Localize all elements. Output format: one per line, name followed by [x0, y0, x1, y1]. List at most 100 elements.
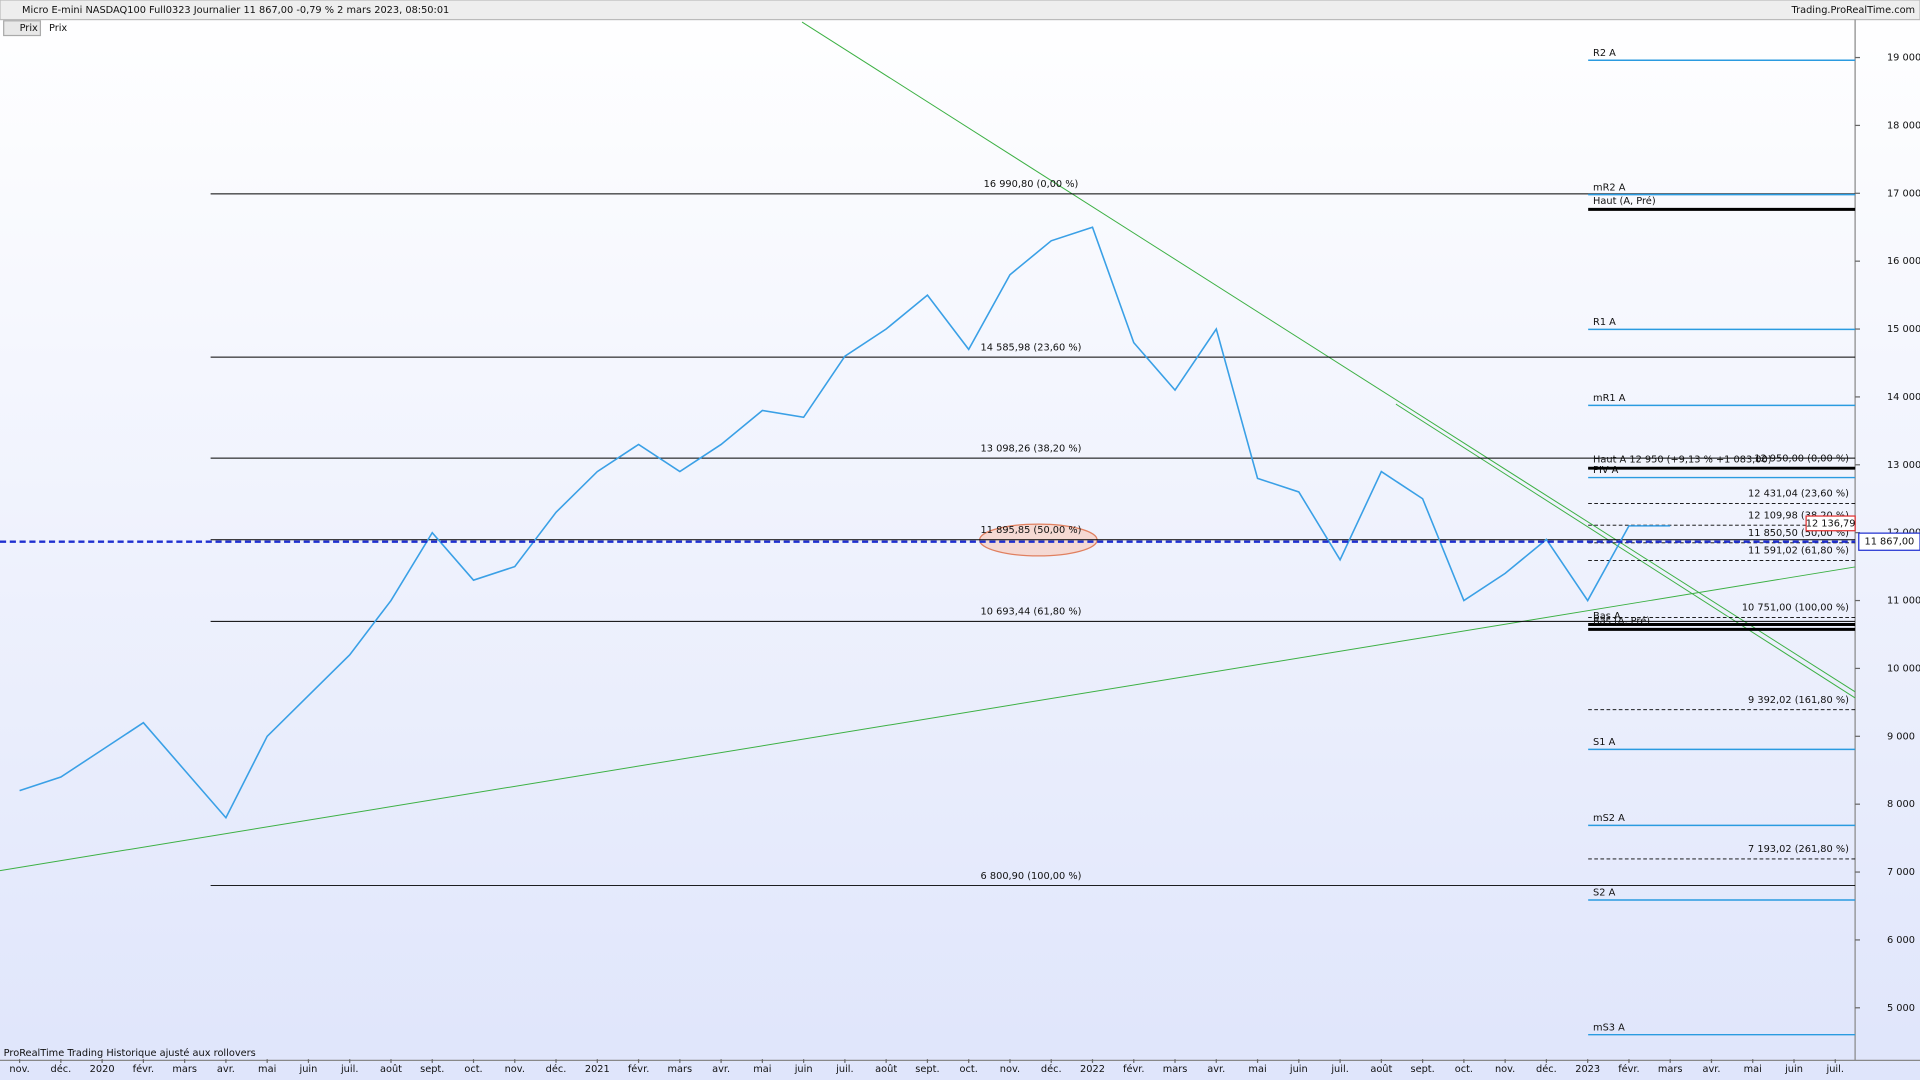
level-label: 13 098,26 (38,20 %) [981, 443, 1082, 454]
x-tick-label: mars [172, 1064, 197, 1075]
x-tick-label: févr. [1618, 1063, 1639, 1075]
x-tick-label: mai [1744, 1064, 1762, 1075]
level-label: 11 895,85 (50,00 %) [981, 525, 1082, 536]
x-tick-label: juil. [1826, 1064, 1844, 1075]
x-tick-label: oct. [1455, 1064, 1473, 1075]
x-tick-label: avr. [1207, 1064, 1225, 1075]
level-label: 11 591,02 (61,80 %) [1748, 546, 1849, 557]
y-tick-label: 6 000 [1887, 935, 1915, 946]
level-label: 11 850,50 (50,00 %) [1748, 528, 1849, 539]
level-label: 6 800,90 (100,00 %) [981, 871, 1082, 882]
x-tick-label: déc. [1536, 1063, 1557, 1075]
last-price-label: 11 867,00 [1864, 537, 1914, 548]
level-label: 10 693,44 (61,80 %) [981, 607, 1082, 618]
level-label: S1 A [1593, 737, 1616, 748]
x-tick-label: nov. [1000, 1064, 1020, 1075]
x-tick-label: déc. [50, 1063, 71, 1075]
x-tick-label: 2020 [90, 1064, 115, 1075]
trend-line [1395, 403, 1856, 699]
level-label: mR2 A [1593, 182, 1626, 193]
tag-label: 12 136,79 [1806, 518, 1856, 529]
y-tick-label: 5 000 [1887, 1003, 1915, 1014]
x-tick-label: août [875, 1063, 897, 1075]
x-tick-label: sept. [420, 1064, 444, 1075]
y-tick-label: 7 000 [1887, 867, 1915, 878]
x-tick-label: nov. [505, 1064, 525, 1075]
x-tick-label: juin [794, 1064, 813, 1075]
y-tick-label: 11 000 [1887, 596, 1920, 607]
level-label: Haut A 12 950 (+9,13 % +1 083,00) [1593, 455, 1772, 466]
level-label: mS3 A [1593, 1022, 1625, 1033]
header-title: Micro E-mini NASDAQ100 Full0323 Journali… [22, 5, 449, 16]
level-label: 10 751,00 (100,00 %) [1742, 603, 1849, 614]
level-label: 7 193,02 (261,80 %) [1748, 844, 1849, 855]
level-label: 12 950,00 (0,00 %) [1754, 453, 1849, 464]
y-tick-label: 17 000 [1887, 188, 1920, 199]
level-label: 12 431,04 (23,60 %) [1748, 489, 1849, 500]
x-tick-label: juin [1784, 1064, 1803, 1075]
y-tick-label: 13 000 [1887, 460, 1920, 471]
x-tick-label: oct. [960, 1064, 978, 1075]
x-tick-label: 2022 [1080, 1064, 1105, 1075]
y-tick-label: 16 000 [1887, 256, 1920, 267]
x-tick-label: mai [258, 1064, 276, 1075]
x-tick-label: juil. [835, 1064, 853, 1075]
footer: ProRealTime Trading Historique ajusté au… [4, 1047, 256, 1059]
x-tick-label: avr. [217, 1064, 235, 1075]
level-label: mR1 A [1593, 393, 1626, 404]
x-tick-label: sept. [1410, 1064, 1434, 1075]
panel-tab[interactable] [3, 20, 42, 37]
x-tick-label: juin [1289, 1064, 1308, 1075]
y-tick-label: 10 000 [1887, 663, 1920, 674]
y-tick-label: 19 000 [1887, 53, 1920, 64]
header-bar [0, 0, 1920, 21]
x-tick-label: déc. [546, 1063, 567, 1075]
level-label: PIV A [1593, 465, 1619, 476]
level-label: Bas A [1593, 611, 1621, 622]
y-tick-label: 14 000 [1887, 392, 1920, 403]
x-tick-label: nov. [9, 1064, 29, 1075]
y-tick-label: 18 000 [1887, 120, 1920, 131]
tag-box [1805, 515, 1856, 532]
y-tick-label: 9 000 [1887, 731, 1915, 742]
price-line [19, 226, 1671, 820]
x-tick-label: mai [1248, 1064, 1266, 1075]
y-tick-label: 15 000 [1887, 324, 1920, 335]
x-tick-label: févr. [1123, 1063, 1144, 1075]
level-label: 16 990,80 (0,00 %) [984, 179, 1079, 190]
y-tick-label: 8 000 [1887, 799, 1915, 810]
x-tick-label: mai [753, 1064, 771, 1075]
trend-line [0, 566, 1856, 872]
level-label: 14 585,98 (23,60 %) [981, 342, 1082, 353]
x-tick-label: févr. [628, 1063, 649, 1075]
x-tick-label: juil. [340, 1064, 358, 1075]
level-label: R2 A [1593, 48, 1616, 59]
x-tick-label: avr. [1702, 1064, 1720, 1075]
level-label: mS2 A [1593, 813, 1625, 824]
level-label: 12 109,98 (38,20 %) [1748, 510, 1849, 521]
x-tick-label: déc. [1041, 1063, 1062, 1075]
level-label: S2 A [1593, 888, 1616, 899]
x-tick-label: 2023 [1575, 1064, 1600, 1075]
x-tick-label: oct. [464, 1064, 482, 1075]
header-site: Trading.ProRealTime.com [1791, 5, 1916, 16]
series-name: Prix [49, 23, 67, 34]
level-label: 9 392,02 (161,80 %) [1748, 695, 1849, 706]
level-label: Haut (A, Pré) [1593, 195, 1656, 207]
x-tick-label: juin [299, 1064, 318, 1075]
x-tick-label: nov. [1495, 1064, 1515, 1075]
last-price-tag [1858, 532, 1920, 551]
x-tick-label: août [1370, 1063, 1392, 1075]
x-tick-label: juil. [1330, 1064, 1348, 1075]
x-tick-label: 2021 [585, 1064, 610, 1075]
x-tick-label: août [380, 1063, 402, 1075]
x-tick-label: mars [1163, 1064, 1188, 1075]
x-tick-label: avr. [712, 1064, 730, 1075]
level-label: Bas (A, Pré) [1593, 615, 1650, 627]
x-tick-label: mars [1658, 1064, 1683, 1075]
level-label: R1 A [1593, 317, 1616, 328]
x-tick-label: sept. [915, 1064, 939, 1075]
x-tick-label: févr. [133, 1063, 154, 1075]
panel-label: Prix [20, 23, 38, 34]
